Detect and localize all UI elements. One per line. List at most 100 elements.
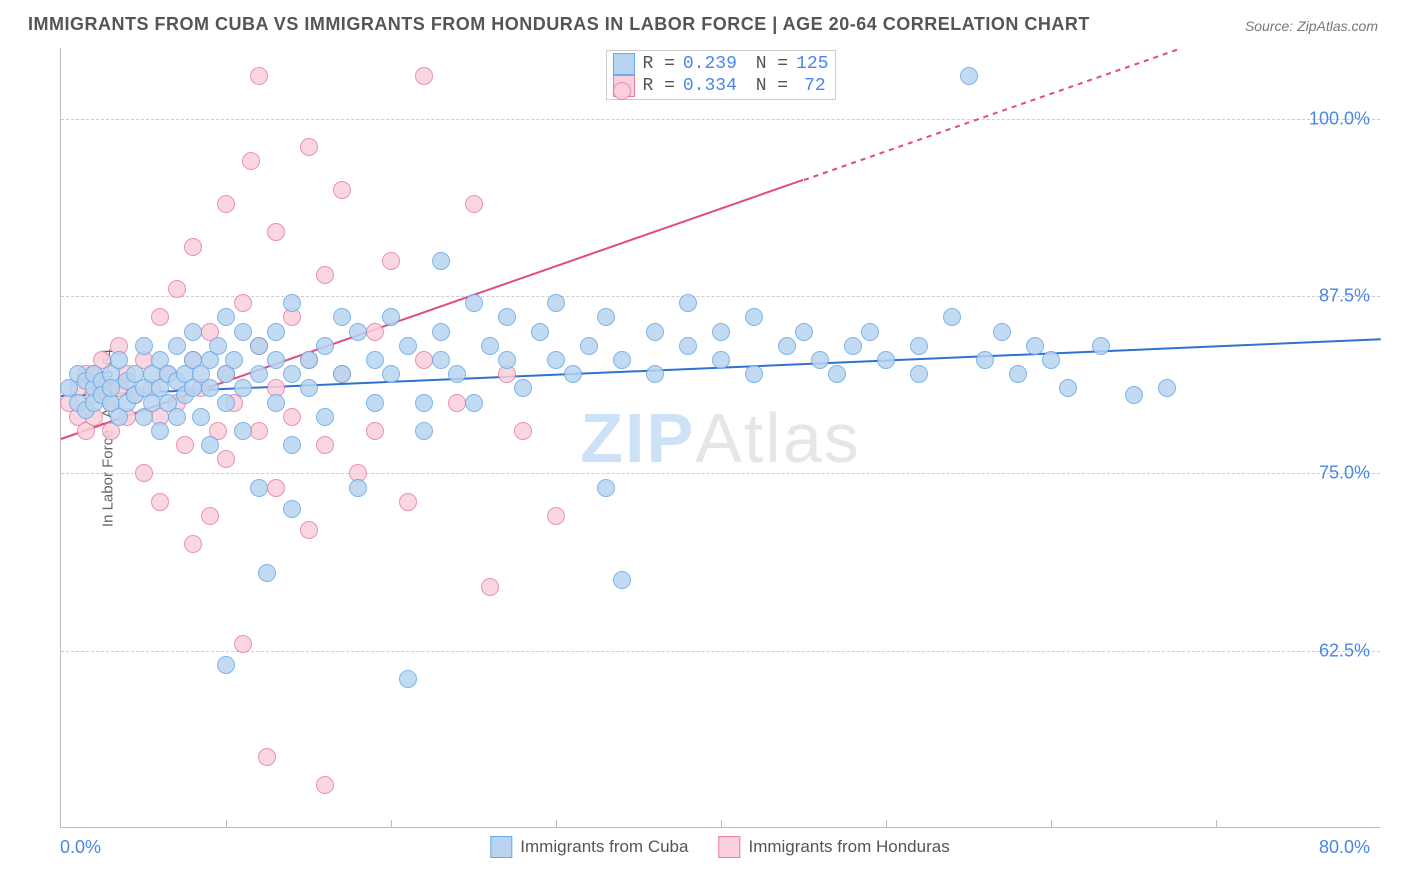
y-tick-label: 100.0%	[1309, 108, 1370, 129]
cuba-point	[382, 308, 400, 326]
cuba-point	[250, 337, 268, 355]
cuba-point	[547, 294, 565, 312]
honduras-point	[316, 776, 334, 794]
cuba-point	[877, 351, 895, 369]
cuba-point	[1059, 379, 1077, 397]
honduras-point	[366, 323, 384, 341]
honduras-point	[135, 464, 153, 482]
honduras-point	[382, 252, 400, 270]
chart-container: In Labor Force | Age 20-64 ZIPAtlas R = …	[60, 48, 1380, 828]
cuba-swatch-icon	[490, 836, 512, 858]
cuba-point	[580, 337, 598, 355]
honduras-point	[151, 308, 169, 326]
cuba-point	[415, 394, 433, 412]
x-tick	[886, 820, 887, 828]
cuba-point	[960, 67, 978, 85]
honduras-swatch-icon	[718, 836, 740, 858]
r-label: R =	[642, 76, 674, 96]
honduras-point	[176, 436, 194, 454]
source-attribution: Source: ZipAtlas.com	[1245, 18, 1378, 34]
cuba-point	[646, 323, 664, 341]
cuba-point	[267, 323, 285, 341]
honduras-point	[547, 507, 565, 525]
honduras-point	[217, 450, 235, 468]
cuba-point	[795, 323, 813, 341]
honduras-point	[267, 223, 285, 241]
cuba-point	[564, 365, 582, 383]
cuba-point	[258, 564, 276, 582]
gridline	[61, 651, 1380, 652]
cuba-point	[283, 294, 301, 312]
honduras-point	[201, 507, 219, 525]
y-tick-label: 75.0%	[1319, 463, 1370, 484]
honduras-point	[481, 578, 499, 596]
cuba-point	[1026, 337, 1044, 355]
cuba-point	[613, 571, 631, 589]
cuba-point	[316, 337, 334, 355]
honduras-point	[448, 394, 466, 412]
cuba-point	[943, 308, 961, 326]
cuba-point	[1042, 351, 1060, 369]
correlation-legend: R = 0.239 N = 125 R = 0.334 N = 72	[605, 50, 835, 100]
cuba-point	[225, 351, 243, 369]
watermark-atlas: Atlas	[695, 399, 861, 477]
cuba-point	[712, 351, 730, 369]
cuba-point	[184, 323, 202, 341]
x-tick	[721, 820, 722, 828]
cuba-point	[192, 408, 210, 426]
cuba-point	[910, 337, 928, 355]
honduras-point	[184, 238, 202, 256]
cuba-point	[267, 394, 285, 412]
cuba-point	[778, 337, 796, 355]
honduras-point	[333, 181, 351, 199]
cuba-point	[366, 394, 384, 412]
cuba-r-value: 0.239	[683, 54, 737, 74]
cuba-point	[531, 323, 549, 341]
x-axis-min-label: 0.0%	[60, 837, 101, 858]
honduras-point	[283, 408, 301, 426]
cuba-point	[415, 422, 433, 440]
cuba-point	[1158, 379, 1176, 397]
cuba-point	[597, 308, 615, 326]
cuba-point	[382, 365, 400, 383]
cuba-point	[993, 323, 1011, 341]
cuba-point	[481, 337, 499, 355]
cuba-point	[283, 500, 301, 518]
y-tick-label: 87.5%	[1319, 286, 1370, 307]
cuba-point	[333, 365, 351, 383]
cuba-point	[201, 379, 219, 397]
cuba-point	[366, 351, 384, 369]
cuba-point	[613, 351, 631, 369]
cuba-point	[547, 351, 565, 369]
cuba-point	[679, 294, 697, 312]
cuba-point	[234, 379, 252, 397]
honduras-point	[465, 195, 483, 213]
cuba-point	[465, 294, 483, 312]
cuba-point	[432, 252, 450, 270]
honduras-r-value: 0.334	[683, 76, 737, 96]
honduras-series-label: Immigrants from Honduras	[748, 837, 949, 857]
cuba-swatch-icon	[612, 53, 634, 75]
plot-area: In Labor Force | Age 20-64 ZIPAtlas R = …	[60, 48, 1380, 828]
cuba-point	[498, 351, 516, 369]
honduras-point	[300, 138, 318, 156]
cuba-point	[234, 422, 252, 440]
n-label: N =	[745, 76, 788, 96]
cuba-point	[151, 422, 169, 440]
gridline	[61, 296, 1380, 297]
cuba-point	[514, 379, 532, 397]
cuba-point	[1009, 365, 1027, 383]
legend-item-honduras: Immigrants from Honduras	[718, 836, 949, 858]
cuba-point	[333, 308, 351, 326]
x-tick	[391, 820, 392, 828]
cuba-point	[168, 337, 186, 355]
cuba-point	[102, 379, 120, 397]
cuba-point	[910, 365, 928, 383]
honduras-point	[415, 67, 433, 85]
cuba-point	[861, 323, 879, 341]
cuba-n-value: 125	[796, 54, 828, 74]
cuba-point	[1125, 386, 1143, 404]
cuba-point	[283, 365, 301, 383]
honduras-point	[250, 422, 268, 440]
cuba-point	[300, 379, 318, 397]
